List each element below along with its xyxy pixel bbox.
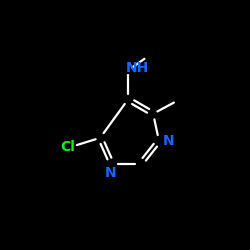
Text: NH: NH <box>126 62 150 76</box>
Text: N: N <box>162 134 174 148</box>
Text: Cl: Cl <box>61 140 76 154</box>
Text: N: N <box>105 166 117 180</box>
